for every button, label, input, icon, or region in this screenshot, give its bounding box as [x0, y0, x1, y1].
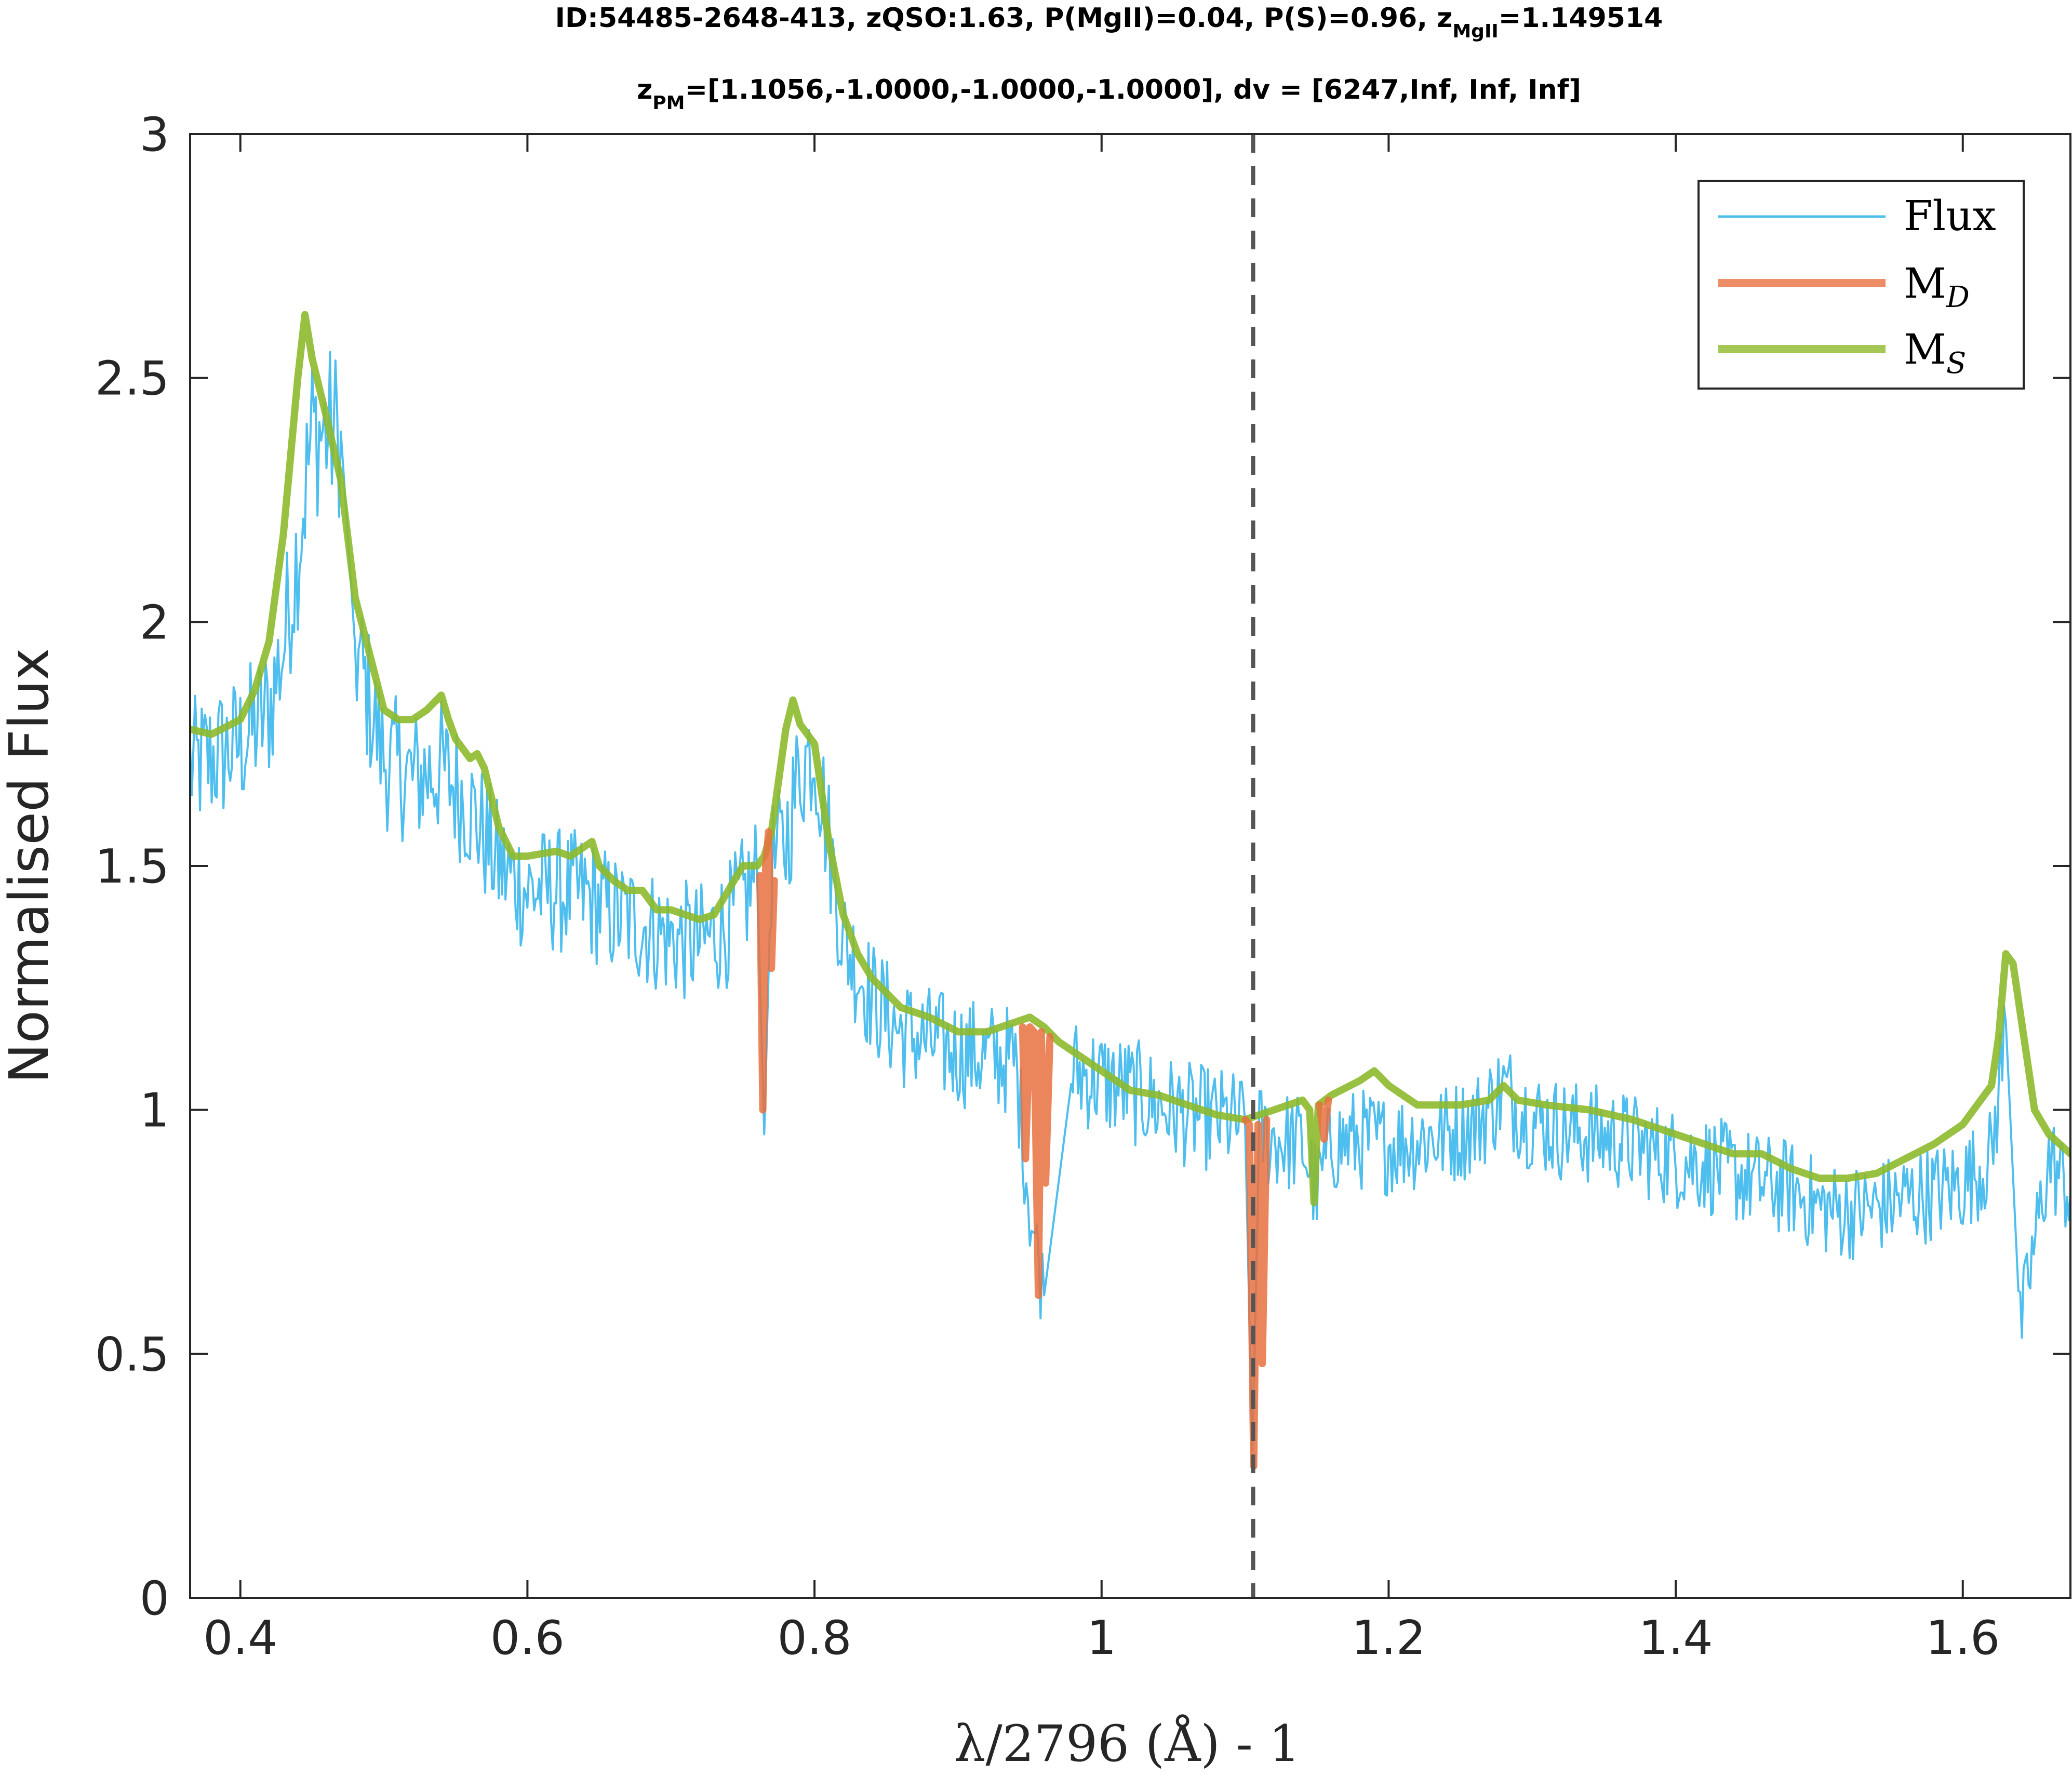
- series-md-segment-4: [1316, 1096, 1332, 1143]
- y-tick-label: 1: [140, 1084, 169, 1138]
- x-tick-label: 0.6: [490, 1611, 565, 1665]
- x-tick-label: 0.8: [777, 1611, 851, 1665]
- chart-title-line1: ID:54485-2648-413, zQSO:1.63, P(MgII)=0.…: [555, 3, 1663, 42]
- x-tick-label: 1.2: [1352, 1611, 1426, 1665]
- y-tick-label: 2.5: [95, 352, 169, 406]
- y-tick-label: 3: [140, 108, 169, 162]
- x-tick-label: 1: [1087, 1611, 1116, 1665]
- x-tick-label: 1.4: [1639, 1611, 1713, 1665]
- series-md-segment-1: [756, 828, 778, 1114]
- legend: Flux MD MS: [1697, 180, 2025, 390]
- ticks-layer: 0.4 0.6 0.8 1 1.2 1.4 1.6 0 0.5 1 1.5 2 2.5 3: [95, 108, 2070, 1665]
- x-axis-label: λ/2796 (Å) - 1: [954, 1715, 1301, 1773]
- y-tick-label: 0.5: [95, 1327, 169, 1382]
- y-axis-label: Normalised Flux: [0, 648, 61, 1084]
- legend-label-md: MD: [1904, 259, 1970, 314]
- series-layer: [190, 311, 2070, 1470]
- series-ms-line: [190, 311, 2070, 1207]
- x-tick-label: 1.6: [1926, 1611, 2000, 1665]
- y-tick-label: 0: [140, 1571, 169, 1626]
- series-flux-line: [190, 351, 2070, 1453]
- legend-label-flux: Flux: [1904, 192, 1996, 240]
- series-md-segment-3: [1241, 1116, 1271, 1470]
- legend-label-ms: MS: [1904, 325, 1966, 380]
- x-tick-label: 0.4: [203, 1611, 277, 1665]
- chart-title-line2: zPM=[1.1056,-1.0000,-1.0000,-1.0000], dv…: [637, 74, 1581, 114]
- y-tick-label: 1.5: [95, 839, 169, 894]
- series-md-segment-2: [1019, 1023, 1054, 1299]
- y-tick-label: 2: [140, 595, 169, 650]
